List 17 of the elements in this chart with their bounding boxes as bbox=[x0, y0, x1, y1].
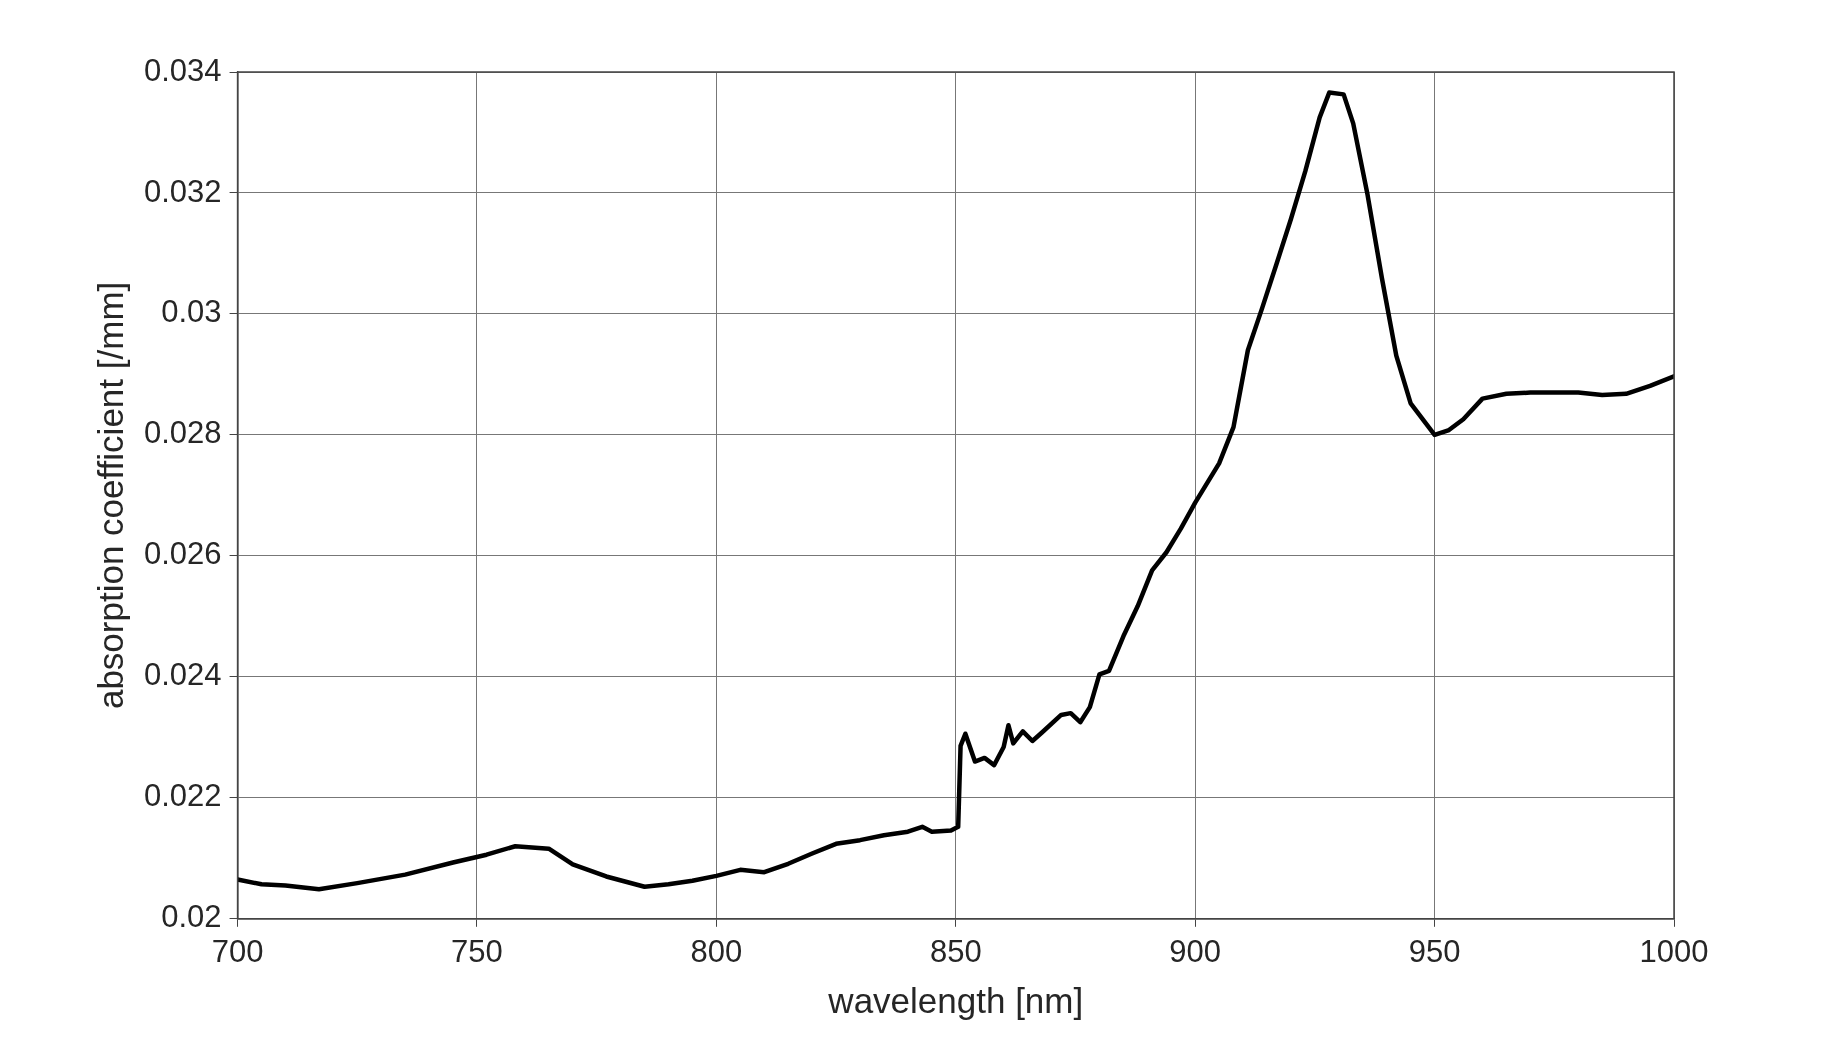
x-tick-label: 800 bbox=[690, 933, 743, 969]
y-axis-title: absorption coefficient [/mm] bbox=[90, 281, 130, 710]
y-tick-label: 0.034 bbox=[144, 52, 222, 88]
y-tick-label: 0.024 bbox=[144, 657, 222, 693]
x-tick-label: 700 bbox=[211, 933, 264, 969]
x-tick-label: 750 bbox=[451, 933, 503, 969]
y-tick-label: 0.022 bbox=[144, 778, 222, 814]
x-tick-label: 850 bbox=[929, 933, 982, 969]
x-axis-title: wavelength [nm] bbox=[827, 980, 1084, 1020]
y-tick-label: 0.03 bbox=[161, 294, 222, 330]
x-tick-label: 1000 bbox=[1639, 933, 1709, 969]
x-tick-label: 900 bbox=[1169, 933, 1222, 969]
y-tick-label: 0.026 bbox=[144, 536, 222, 572]
y-tick-label: 0.028 bbox=[144, 415, 222, 451]
x-tick-label: 950 bbox=[1408, 933, 1461, 969]
y-tick-label: 0.02 bbox=[161, 899, 222, 935]
y-tick-label: 0.032 bbox=[144, 173, 222, 209]
